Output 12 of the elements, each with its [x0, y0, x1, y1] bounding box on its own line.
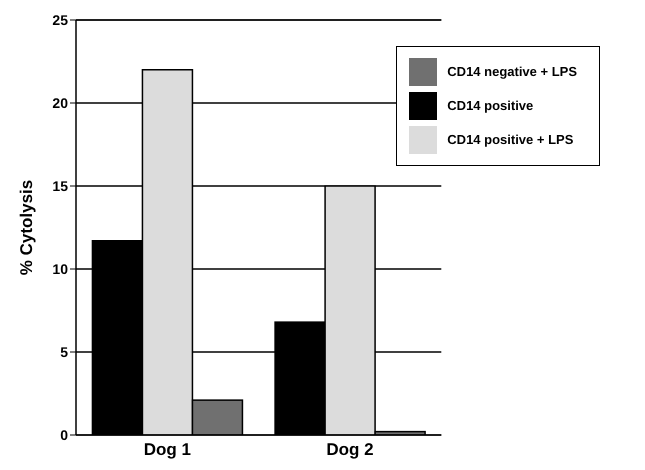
legend-label: CD14 negative + LPS — [447, 64, 577, 79]
y-axis-title: % Cytolysis — [17, 180, 36, 276]
y-tick-label: 25 — [52, 12, 68, 28]
legend-label: CD14 positive — [447, 98, 534, 113]
x-tick-label: Dog 1 — [144, 440, 191, 460]
legend-label: CD14 positive + LPS — [447, 132, 574, 147]
y-tick-label: 5 — [60, 344, 68, 360]
y-tick-label: 20 — [52, 94, 68, 111]
y-tick-label: 15 — [52, 178, 68, 194]
x-tick-label: Dog 2 — [326, 440, 374, 460]
y-tick-label: 0 — [60, 426, 68, 443]
y-tick-label: 10 — [52, 260, 68, 277]
